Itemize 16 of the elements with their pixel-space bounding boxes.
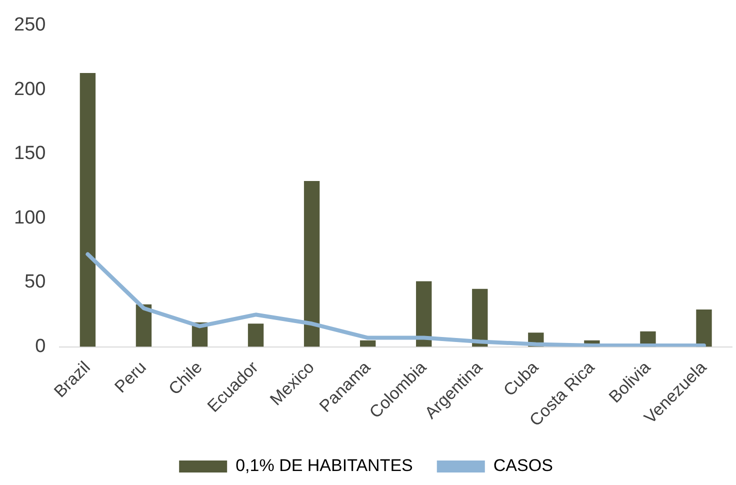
bar [360, 340, 376, 347]
y-tick-label: 50 [24, 272, 46, 293]
bar [80, 72, 96, 347]
legend-label: 0,1% DE HABITANTES [236, 456, 413, 476]
bar [248, 324, 264, 347]
bar [304, 180, 320, 347]
y-tick-label: 200 [14, 78, 46, 100]
y-tick-label: 0 [35, 336, 46, 358]
y-tick-label: 150 [14, 143, 46, 164]
bar [696, 310, 712, 347]
y-tick-label: 100 [14, 207, 46, 228]
bar [136, 304, 152, 347]
bar [472, 288, 488, 347]
legend-label: CASOS [493, 456, 553, 476]
y-tick-label: 250 [14, 14, 46, 36]
bar [416, 281, 432, 347]
